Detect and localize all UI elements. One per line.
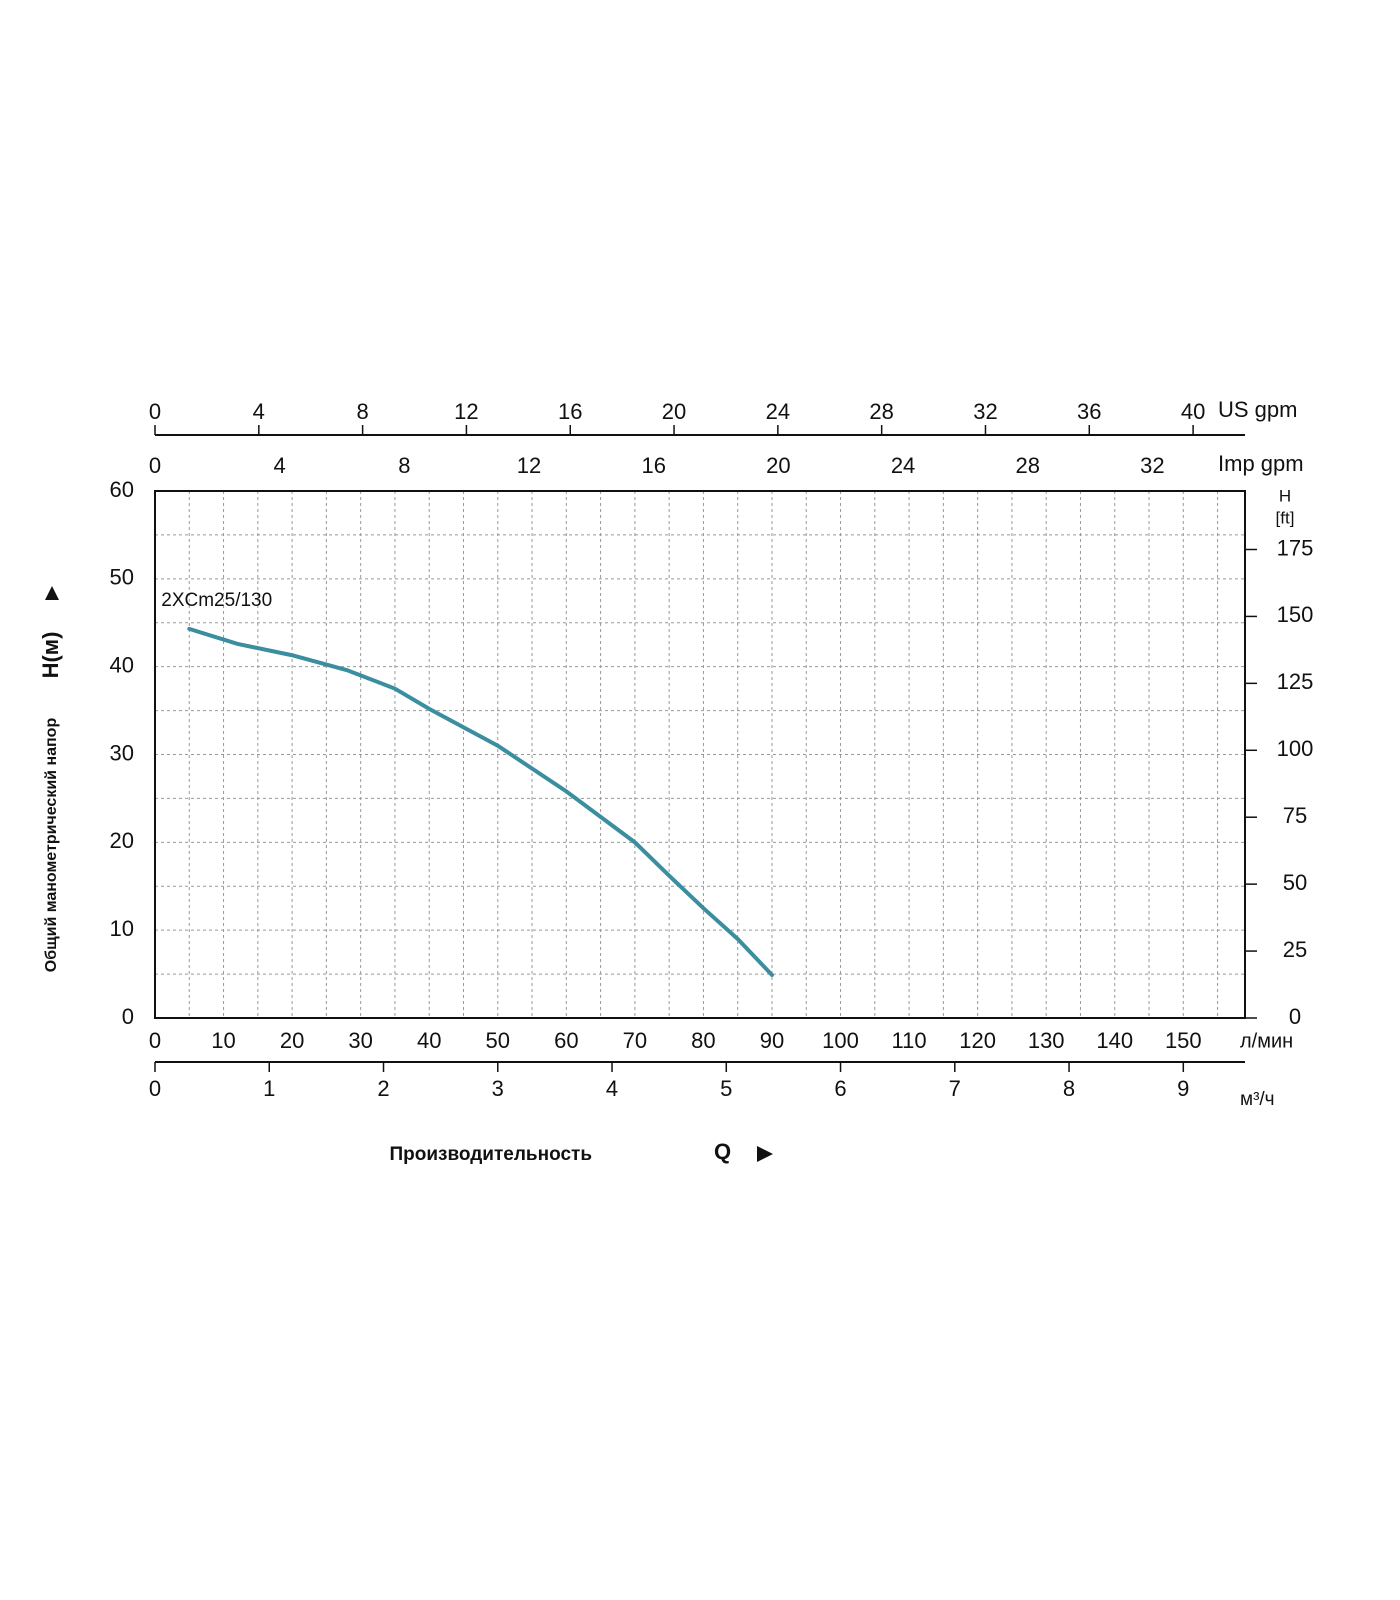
x-axis-label: Производительность xyxy=(389,1144,592,1165)
axis-tick-label: 3 xyxy=(492,1076,504,1101)
axis-tick-label: 16 xyxy=(641,453,665,478)
x-axis-symbol: Q xyxy=(714,1139,731,1164)
axis-tick-label: 6 xyxy=(834,1076,846,1101)
axis-tick-label: 5 xyxy=(720,1076,732,1101)
y2-axis-label: H xyxy=(1279,486,1291,505)
y2-tick-label: 150 xyxy=(1277,602,1314,627)
axis-tick-label: 8 xyxy=(1063,1076,1075,1101)
axis-tick-label: 12 xyxy=(517,453,541,478)
y2-tick-label: 50 xyxy=(1283,870,1307,895)
x-tick-label: 140 xyxy=(1096,1028,1133,1053)
axis-tick-label: 9 xyxy=(1177,1076,1189,1101)
axis-tick-label: 20 xyxy=(662,399,686,424)
x-tick-label: 40 xyxy=(417,1028,441,1053)
y-tick-label: 40 xyxy=(110,652,134,677)
x-tick-label: 0 xyxy=(149,1028,161,1053)
y-tick-label: 10 xyxy=(110,916,134,941)
x-unit: л/мин xyxy=(1240,1030,1293,1052)
y-arrow xyxy=(45,586,59,600)
axis-unit: м³/ч xyxy=(1240,1089,1275,1110)
axis-tick-label: 24 xyxy=(891,453,915,478)
axis-tick-label: 8 xyxy=(398,453,410,478)
plot-frame xyxy=(154,490,1246,1019)
y-tick-label: 0 xyxy=(122,1004,134,1029)
x-tick-label: 30 xyxy=(348,1028,372,1053)
axis-tick-label: 28 xyxy=(869,399,893,424)
axis-tick-label: 24 xyxy=(766,399,790,424)
axis-tick-label: 0 xyxy=(149,399,161,424)
x-tick-label: 70 xyxy=(623,1028,647,1053)
x-tick-label: 10 xyxy=(211,1028,235,1053)
axis-tick-label: 36 xyxy=(1077,399,1101,424)
axis-tick-label: 0 xyxy=(149,1076,161,1101)
y2-tick-label: 25 xyxy=(1283,937,1307,962)
x-tick-label: 50 xyxy=(486,1028,510,1053)
axis-tick-label: 20 xyxy=(766,453,790,478)
y-tick-label: 20 xyxy=(110,828,134,853)
x-tick-label: 120 xyxy=(959,1028,996,1053)
axis-tick-label: 4 xyxy=(274,453,286,478)
x-tick-label: 80 xyxy=(691,1028,715,1053)
axis-tick-label: 32 xyxy=(1140,453,1164,478)
x-tick-label: 130 xyxy=(1028,1028,1065,1053)
axis-unit: US gpm xyxy=(1218,397,1297,422)
x-tick-label: 90 xyxy=(760,1028,784,1053)
x-tick-label: 60 xyxy=(554,1028,578,1053)
y-tick-label: 50 xyxy=(110,565,134,590)
y2-axis-label: [ft] xyxy=(1276,508,1295,527)
axis-tick-label: 1 xyxy=(263,1076,275,1101)
y-tick-label: 60 xyxy=(110,477,134,502)
curve xyxy=(187,626,774,977)
y-axis-label: Общий манометрический напор xyxy=(43,718,60,973)
x-tick-label: 20 xyxy=(280,1028,304,1053)
y2-tick-label: 0 xyxy=(1289,1004,1301,1029)
x-tick-label: 100 xyxy=(822,1028,859,1053)
y-axis-symbol: H(м) xyxy=(38,632,63,679)
y2-tick-label: 125 xyxy=(1277,669,1314,694)
axis-tick-label: 2 xyxy=(377,1076,389,1101)
y2-tick-label: 175 xyxy=(1277,535,1314,560)
axis-tick-label: 8 xyxy=(356,399,368,424)
axis-tick-label: 4 xyxy=(253,399,265,424)
axis-tick-label: 4 xyxy=(606,1076,618,1101)
y2-tick-label: 100 xyxy=(1277,736,1314,761)
axis-tick-label: 40 xyxy=(1181,399,1205,424)
x-tick-label: 110 xyxy=(892,1028,927,1053)
axis-tick-label: 12 xyxy=(454,399,478,424)
axis-tick-label: 28 xyxy=(1016,453,1040,478)
axis-tick-label: 7 xyxy=(949,1076,961,1101)
axis-tick-label: 0 xyxy=(149,453,161,478)
series-label: 2XCm25/130 xyxy=(161,590,272,611)
x-tick-label: 150 xyxy=(1165,1028,1202,1053)
y2-tick-label: 75 xyxy=(1283,803,1307,828)
axis-tick-label: 16 xyxy=(558,399,582,424)
axis-tick-label: 32 xyxy=(973,399,997,424)
x-arrow xyxy=(757,1146,773,1162)
axis-unit: Imp gpm xyxy=(1218,451,1304,476)
y-tick-label: 30 xyxy=(110,740,134,765)
